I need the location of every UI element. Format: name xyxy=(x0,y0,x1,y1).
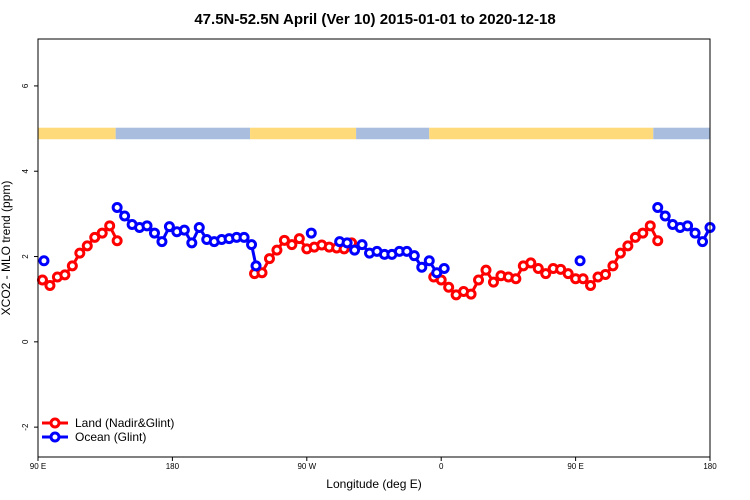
data-point xyxy=(525,257,537,269)
data-point xyxy=(193,222,205,234)
data-point xyxy=(349,244,361,256)
y-tick-label: 2 xyxy=(21,254,30,259)
data-point xyxy=(246,239,258,251)
strip-segment-ocean xyxy=(653,127,710,140)
x-tick-label: 90 E xyxy=(30,462,46,471)
data-point xyxy=(577,273,589,285)
data-point xyxy=(163,221,175,233)
data-point xyxy=(408,250,420,262)
data-point xyxy=(141,220,153,232)
data-point xyxy=(44,280,56,292)
data-point xyxy=(104,220,116,232)
chart-title: 47.5N-52.5N April (Ver 10) 2015-01-01 to… xyxy=(194,11,555,28)
series-line xyxy=(433,223,660,297)
y-tick-label: -2 xyxy=(21,423,30,431)
data-point xyxy=(148,227,160,239)
strip-segment-ocean xyxy=(356,127,430,140)
data-point xyxy=(293,233,305,245)
data-point xyxy=(532,262,544,274)
legend-land-label: Land (Nadir&Glint) xyxy=(75,416,174,430)
data-point xyxy=(480,264,492,276)
data-point xyxy=(341,237,353,249)
legend: Land (Nadir&Glint) Ocean (Glint) xyxy=(42,416,174,444)
data-point xyxy=(574,255,586,267)
series-land xyxy=(36,220,664,301)
data-point xyxy=(356,239,368,251)
data-point xyxy=(585,280,597,292)
data-point xyxy=(38,255,50,267)
data-point xyxy=(111,201,123,213)
data-point xyxy=(238,231,250,243)
data-point xyxy=(250,260,262,272)
data-point xyxy=(438,262,450,274)
data-point xyxy=(682,220,694,232)
data-point xyxy=(271,244,283,256)
data-point xyxy=(562,268,574,280)
data-point xyxy=(652,235,664,247)
data-point xyxy=(119,210,131,222)
data-point xyxy=(614,247,626,259)
strip-segment-land xyxy=(38,127,116,140)
data-point xyxy=(510,273,522,285)
data-point xyxy=(465,288,477,300)
data-point xyxy=(599,268,611,280)
data-point xyxy=(423,255,435,267)
legend-ocean-marker xyxy=(49,431,61,443)
y-axis-label: XCO2 - MLO trend (ppm) xyxy=(0,181,13,316)
data-point xyxy=(156,236,168,248)
data-point xyxy=(178,224,190,236)
series-layer xyxy=(36,201,716,301)
x-axis-label: Longitude (deg E) xyxy=(326,477,421,491)
x-axis: 90 E 180 90 W 0 90 E 180 xyxy=(30,457,717,471)
data-point xyxy=(487,276,499,288)
strip-segment-land xyxy=(429,127,654,140)
data-point xyxy=(607,260,619,272)
x-tick-label: 180 xyxy=(166,462,180,471)
legend-ocean-label: Ocean (Glint) xyxy=(75,430,146,444)
surface-type-strip xyxy=(38,127,710,140)
data-point xyxy=(186,237,198,249)
data-point xyxy=(473,274,485,286)
data-point xyxy=(66,260,78,272)
strip-segment-ocean xyxy=(115,127,251,140)
data-point xyxy=(286,239,298,251)
y-tick-label: 6 xyxy=(21,83,30,88)
data-point xyxy=(689,227,701,239)
data-point xyxy=(256,267,268,279)
series-ocean xyxy=(38,201,716,279)
data-point xyxy=(622,240,634,252)
data-point xyxy=(697,236,709,248)
data-point xyxy=(540,268,552,280)
data-point xyxy=(74,247,86,259)
data-point xyxy=(96,227,108,239)
data-point xyxy=(652,201,664,213)
data-point xyxy=(81,240,93,252)
data-point xyxy=(443,281,455,293)
y-tick-label: 4 xyxy=(21,168,30,173)
y-tick-label: 0 xyxy=(21,339,30,344)
data-point xyxy=(637,227,649,239)
data-point xyxy=(416,261,428,273)
data-point xyxy=(644,220,656,232)
data-point xyxy=(263,253,275,265)
plot-frame xyxy=(37,38,711,458)
data-point xyxy=(305,227,317,239)
x-tick-label: 180 xyxy=(703,462,717,471)
data-point xyxy=(59,269,71,281)
data-point xyxy=(435,274,447,286)
x-tick-label: 90 E xyxy=(567,462,583,471)
data-point xyxy=(659,210,671,222)
x-tick-label: 90 W xyxy=(297,462,316,471)
y-axis: -2 0 2 4 6 xyxy=(21,83,38,431)
x-tick-label: 0 xyxy=(439,462,444,471)
legend-land-marker xyxy=(49,417,61,429)
data-point xyxy=(111,235,123,247)
strip-segment-land xyxy=(250,127,357,140)
